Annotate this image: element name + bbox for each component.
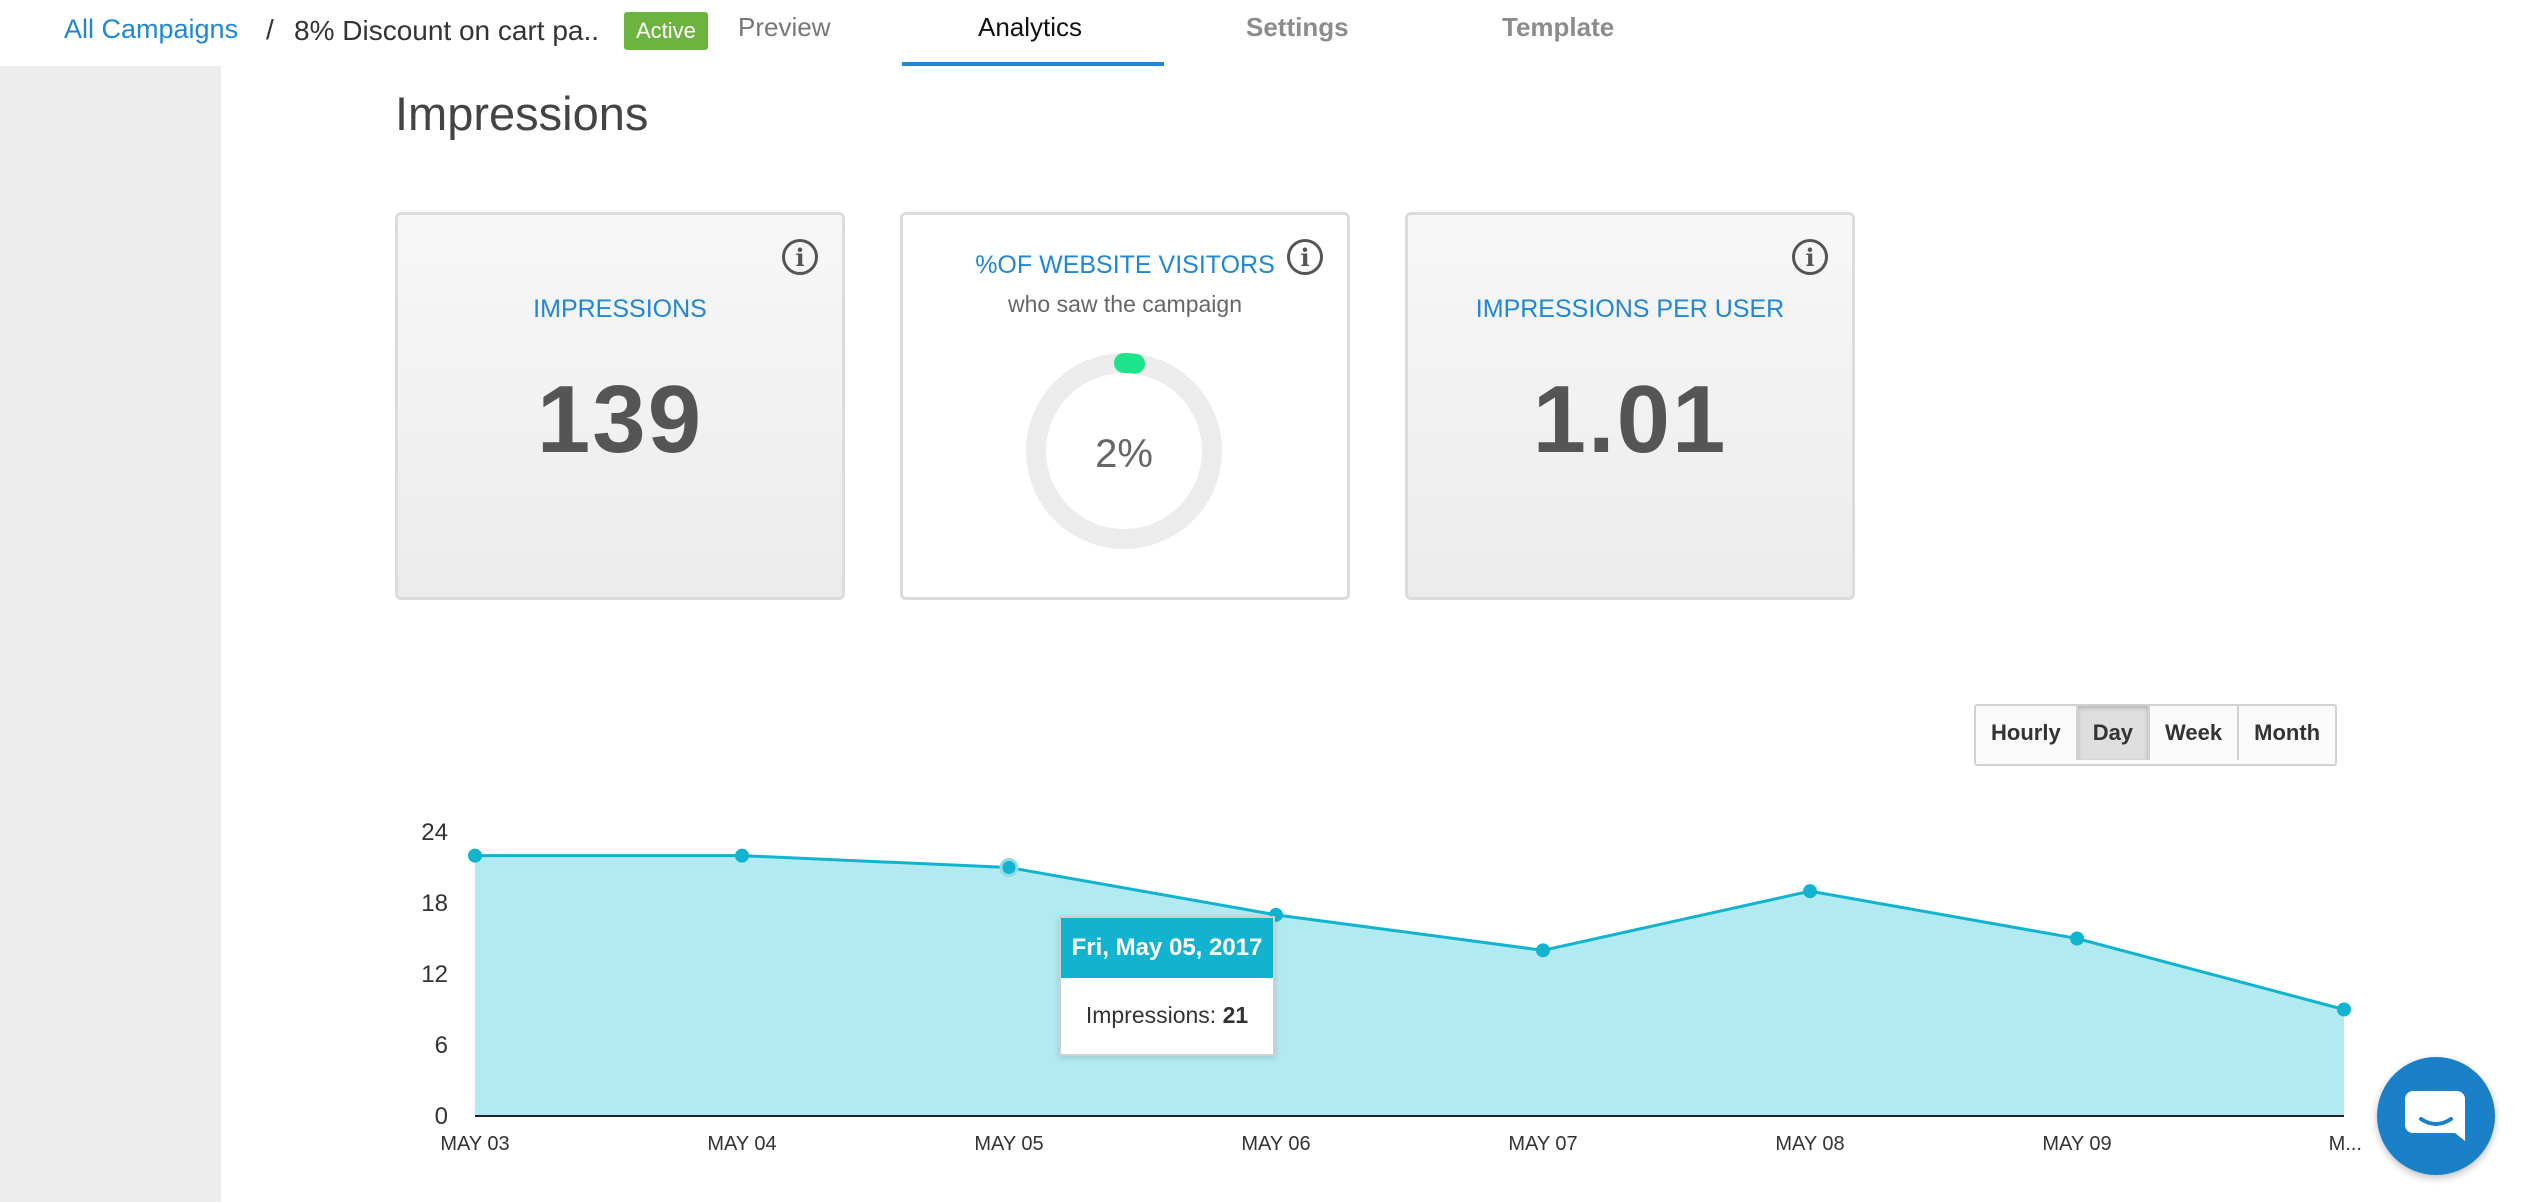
- impressions-card: i IMPRESSIONS 139: [395, 212, 845, 600]
- info-icon[interactable]: i: [1287, 239, 1323, 275]
- chat-bubble-icon: [2405, 1091, 2465, 1141]
- chat-launcher-button[interactable]: [2377, 1057, 2495, 1175]
- y-tick-label: 6: [435, 1032, 448, 1059]
- tab-settings[interactable]: Settings: [1246, 12, 1349, 42]
- impressions-per-user-card: i IMPRESSIONS PER USER 1.01: [1405, 212, 1855, 600]
- time-range-selector: Hourly Day Week Month: [1974, 704, 2338, 766]
- tooltip-body: Impressions: 21: [1061, 978, 1273, 1052]
- visitors-sublabel: who saw the campaign: [1008, 291, 1242, 317]
- info-icon[interactable]: i: [1792, 239, 1828, 275]
- visitors-value: 2%: [1095, 432, 1153, 476]
- y-tick-label: 24: [421, 819, 448, 846]
- x-tick-label: MAY 08: [1775, 1133, 1844, 1155]
- status-badge: Active: [624, 12, 708, 50]
- range-hourly-button[interactable]: Hourly: [1976, 706, 2078, 760]
- range-day-button[interactable]: Day: [2077, 706, 2151, 760]
- visitors-donut: 2%: [1026, 353, 1222, 549]
- data-point: [1803, 884, 1817, 899]
- breadcrumb-all-campaigns[interactable]: All Campaigns: [64, 14, 239, 44]
- tooltip-date: Fri, May 05, 2017: [1061, 918, 1273, 978]
- chart-tooltip: Fri, May 05, 2017 Impressions: 21: [1059, 916, 1275, 1056]
- impressions-per-user-label: IMPRESSIONS PER USER: [1475, 295, 1785, 323]
- sidebar: [0, 66, 221, 1202]
- visitors-label: %OF WEBSITE VISITORS: [975, 251, 1275, 279]
- top-navigation: All Campaigns / 8% Discount on cart pa..…: [0, 0, 2530, 68]
- tab-analytics[interactable]: Analytics: [978, 12, 1083, 42]
- visitors-card: i %OF WEBSITE VISITORS who saw the campa…: [900, 212, 1350, 600]
- x-tick-label: MAY 09: [2042, 1133, 2111, 1155]
- donut-progress: [1026, 353, 1222, 549]
- x-tick-label: MAY 04: [707, 1133, 776, 1155]
- data-point: [468, 848, 482, 863]
- x-tick-label: MAY 06: [1241, 1133, 1310, 1155]
- impressions-value: 139: [536, 366, 704, 473]
- x-tick-label: M...: [2329, 1133, 2362, 1155]
- x-tick-label: MAY 05: [974, 1133, 1043, 1155]
- impressions-per-user-value: 1.01: [1532, 366, 1728, 473]
- data-point: [2070, 931, 2084, 946]
- y-tick-label: 0: [435, 1103, 448, 1130]
- data-point: [999, 858, 1019, 877]
- tab-template[interactable]: Template: [1502, 12, 1615, 42]
- tooltip-label: Impressions:: [1085, 1002, 1217, 1028]
- x-tick-label: MAY 03: [440, 1133, 509, 1155]
- page-title: Impressions: [395, 87, 649, 140]
- impressions-chart: 0 6 12 18 24 MAY 03 MAY 04 MAY 05 MAY 06 MAY 07 MA…: [421, 819, 2362, 1155]
- active-tab-indicator: [902, 62, 1164, 66]
- series-area: [475, 855, 2344, 1116]
- impressions-label: IMPRESSIONS: [533, 295, 707, 323]
- tooltip-value: 21: [1222, 1002, 1249, 1028]
- data-point: [1536, 943, 1550, 958]
- data-point: [2337, 1002, 2351, 1017]
- campaign-title: 8% Discount on cart pa..: [294, 15, 600, 46]
- y-tick-label: 12: [421, 961, 448, 988]
- x-tick-label: MAY 07: [1508, 1133, 1577, 1155]
- y-tick-label: 18: [421, 890, 448, 917]
- series-line: [475, 854, 2345, 1011]
- breadcrumb-separator: /: [266, 14, 274, 45]
- data-point: [735, 848, 749, 863]
- range-week-button[interactable]: Week: [2150, 706, 2240, 760]
- info-icon[interactable]: i: [782, 239, 818, 275]
- tab-preview[interactable]: Preview: [738, 12, 831, 42]
- range-month-button[interactable]: Month: [2254, 720, 2321, 745]
